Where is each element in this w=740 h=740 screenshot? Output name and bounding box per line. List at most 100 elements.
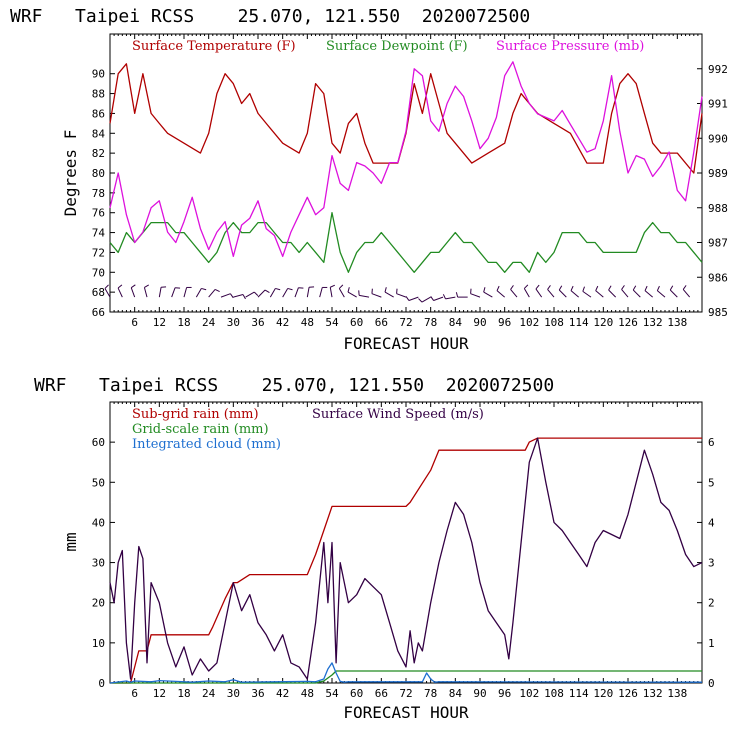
x-tick-label: 66 xyxy=(375,316,388,329)
y-tick-label: 10 xyxy=(92,637,105,650)
wind-barb xyxy=(682,285,691,298)
wind-barb xyxy=(418,296,431,303)
wind-barb xyxy=(245,291,259,298)
top-title: WRF Taipei RCSS 25.070, 121.550 20200725… xyxy=(10,6,530,27)
wind-barb xyxy=(347,287,357,298)
series-line-surface-dewpoint-f xyxy=(109,212,703,273)
wind-barb xyxy=(208,288,220,298)
x-tick-label: 120 xyxy=(593,316,613,329)
x-tick-label: 24 xyxy=(202,687,216,700)
x-tick-label: 6 xyxy=(131,687,138,700)
y-tick-label: 30 xyxy=(92,557,105,570)
wind-barb xyxy=(282,287,293,298)
x-tick-label: 114 xyxy=(569,316,589,329)
wind-barb xyxy=(358,290,370,298)
x-tick-label: 48 xyxy=(301,316,314,329)
series-line-grid-scale-rain-mm xyxy=(110,670,702,684)
x-tick-label: 36 xyxy=(251,316,264,329)
wind-barb xyxy=(294,287,304,298)
legend-cloud: Integrated cloud (mm) xyxy=(132,437,281,452)
wind-barb xyxy=(396,288,407,298)
y2-tick-label: 986 xyxy=(708,271,728,284)
x-tick-label: 12 xyxy=(153,687,166,700)
y-tick-label: 40 xyxy=(92,516,105,529)
bottom-y-axis-left: 0 10 20 30 40 50 60 xyxy=(92,436,115,690)
wind-barb xyxy=(220,293,234,299)
x-tick-label: 138 xyxy=(667,687,687,700)
series-line-integrated-cloud-mm xyxy=(109,662,703,684)
wind-barb xyxy=(329,284,336,298)
wind-barb xyxy=(621,285,629,298)
legend-grid-rain: Grid-scale rain (mm) xyxy=(132,422,269,437)
wind-barb xyxy=(595,285,604,298)
wind-barb xyxy=(669,285,678,298)
x-tick-label: 42 xyxy=(276,316,289,329)
x-tick-label: 132 xyxy=(643,316,663,329)
x-tick-label: 132 xyxy=(643,687,663,700)
x-tick-label: 66 xyxy=(375,687,388,700)
x-tick-label: 114 xyxy=(569,687,589,700)
wind-barb xyxy=(195,287,207,298)
top-plot-frame xyxy=(109,33,703,313)
x-tick-label: 30 xyxy=(227,316,240,329)
y2-tick-label: 6 xyxy=(708,436,715,449)
bottom-title: WRF Taipei RCSS 25.070, 121.550 20200725… xyxy=(34,375,554,396)
wind-barb xyxy=(608,285,617,298)
x-tick-label: 24 xyxy=(202,316,216,329)
wind-barb xyxy=(143,284,149,298)
y2-tick-label: 985 xyxy=(708,306,728,319)
x-tick-label: 84 xyxy=(449,316,463,329)
y-tick-label: 74 xyxy=(92,227,106,240)
wind-barbs xyxy=(104,284,691,303)
bottom-y-axis-label: mm xyxy=(61,532,80,551)
x-tick-label: 6 xyxy=(131,316,138,329)
wind-barb xyxy=(306,286,315,298)
x-tick-label: 30 xyxy=(227,687,240,700)
y2-tick-label: 990 xyxy=(708,132,728,145)
x-tick-label: 108 xyxy=(544,316,564,329)
legend-temperature: Surface Temperature (F) xyxy=(132,39,296,54)
x-tick-label: 36 xyxy=(251,687,264,700)
wind-barb xyxy=(233,294,246,300)
x-tick-label: 72 xyxy=(399,316,412,329)
y2-tick-label: 1 xyxy=(708,637,715,650)
bottom-series-group xyxy=(109,437,703,684)
x-tick-label: 72 xyxy=(399,687,412,700)
y-tick-label: 60 xyxy=(92,436,105,449)
top-y-axis-label: Degrees F xyxy=(61,130,80,217)
y-tick-label: 84 xyxy=(92,127,106,140)
wind-barb xyxy=(644,285,653,298)
x-tick-label: 54 xyxy=(325,316,339,329)
wind-barb xyxy=(338,284,345,298)
y-tick-label: 86 xyxy=(92,107,105,120)
series-line-sub-grid-rain-mm xyxy=(110,437,702,684)
x-tick-label: 54 xyxy=(325,687,339,700)
x-tick-label: 84 xyxy=(449,687,463,700)
wind-barb xyxy=(430,296,444,301)
top-x-axis: 6 12 18 24 30 36 42 48 54 60 66 72 78 84 90 96 102 108 114… xyxy=(109,34,703,329)
wind-barb xyxy=(384,287,394,298)
y2-tick-label: 3 xyxy=(708,557,715,570)
wind-barb xyxy=(523,284,530,298)
y-tick-label: 66 xyxy=(92,306,105,319)
x-tick-label: 102 xyxy=(519,316,539,329)
x-tick-label: 60 xyxy=(350,316,363,329)
x-tick-label: 18 xyxy=(177,316,190,329)
top-y-axis-right: 985 986 987 988 989 990 991 992 xyxy=(697,63,728,319)
y-tick-label: 50 xyxy=(92,476,105,489)
x-tick-label: 90 xyxy=(473,316,486,329)
y2-tick-label: 0 xyxy=(708,677,715,690)
y2-tick-label: 991 xyxy=(708,98,728,111)
x-tick-label: 126 xyxy=(618,687,638,700)
legend-pressure: Surface Pressure (mb) xyxy=(496,39,644,54)
y-tick-label: 78 xyxy=(92,187,105,200)
bottom-y-axis-right: 0 1 2 3 4 5 6 xyxy=(697,436,715,690)
top-y-axis-left: 66 68 70 72 74 76 78 80 82 84 86 88 90 xyxy=(92,68,115,319)
legend-subgrid-rain: Sub-grid rain (mm) xyxy=(132,407,259,422)
wind-barb xyxy=(455,292,468,298)
wind-barb xyxy=(442,294,456,300)
y2-tick-label: 4 xyxy=(708,516,715,529)
x-tick-label: 102 xyxy=(519,687,539,700)
wind-barb xyxy=(117,284,123,298)
